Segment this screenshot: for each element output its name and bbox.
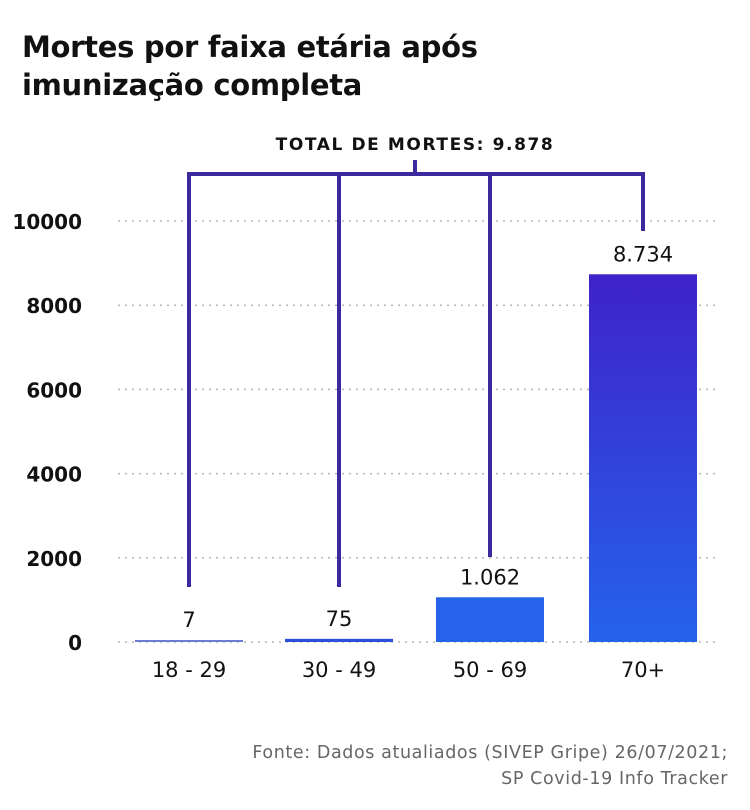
y-tick-label: 4000 (26, 463, 82, 487)
data-label-3: 1.062 (460, 565, 520, 589)
chart-title-line-1: Mortes por faixa etária após (22, 30, 478, 64)
x-tick-label-4: 70+ (621, 658, 665, 682)
y-tick-label: 6000 (26, 378, 82, 402)
data-labels: 7 75 1.062 8.734 (182, 242, 673, 632)
data-label-2: 75 (326, 607, 353, 631)
x-axis-ticks: 18 - 29 30 - 49 50 - 69 70+ (152, 658, 665, 682)
bar-4 (589, 274, 697, 642)
bar-2 (285, 638, 393, 642)
y-tick-label: 0 (68, 631, 82, 655)
chart-title: Mortes por faixa etária após imunização … (22, 28, 722, 104)
source-line-1: Fonte: Dados atualiados (SIVEP Gripe) 26… (252, 743, 728, 763)
x-tick-label-3: 50 - 69 (453, 658, 527, 682)
chart-title-line-2: imunização completa (22, 68, 363, 102)
x-tick-label-1: 18 - 29 (152, 658, 226, 682)
data-label-4: 8.734 (613, 242, 673, 266)
source-note: Fonte: Dados atualiados (SIVEP Gripe) 26… (252, 740, 728, 792)
y-tick-label: 10000 (12, 210, 82, 234)
y-tick-label: 8000 (26, 294, 82, 318)
y-tick-label: 2000 (26, 547, 82, 571)
data-label-1: 7 (182, 608, 195, 632)
x-tick-label-2: 30 - 49 (302, 658, 376, 682)
bar-1 (135, 640, 243, 642)
source-line-2: SP Covid-19 Info Tracker (501, 769, 728, 789)
total-deaths-annotation: TOTAL DE MORTES: 9.878 (276, 135, 555, 155)
total-bracket (187, 160, 645, 587)
y-axis-ticks: 0 2000 4000 6000 8000 10000 (12, 210, 82, 655)
bars (135, 274, 697, 642)
bar-3 (436, 597, 544, 642)
